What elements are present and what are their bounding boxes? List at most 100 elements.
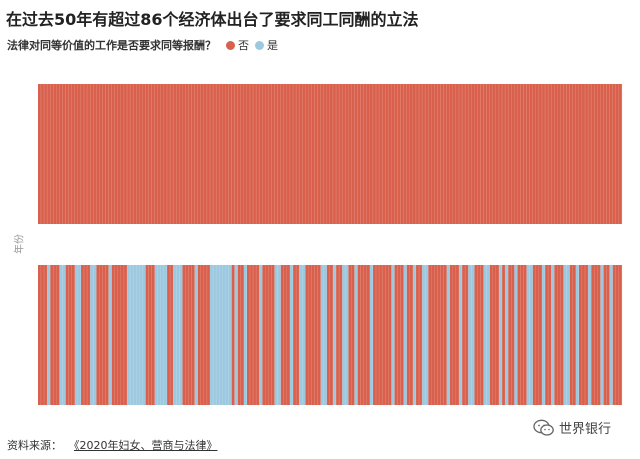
- heatmap-cell: [606, 265, 610, 405]
- heatmap-cell: [606, 84, 610, 224]
- heatmap-cell: [185, 84, 189, 224]
- heatmap-cell: [502, 84, 506, 224]
- heatmap-cell: [489, 265, 493, 405]
- heatmap-cell: [277, 265, 281, 405]
- heatmap-cell: [486, 84, 490, 224]
- heatmap-cell: [369, 265, 374, 405]
- heatmap-cell: [354, 84, 358, 224]
- heatmap-cell: [157, 84, 161, 224]
- heatmap-cell: [142, 265, 146, 405]
- heatmap-cell: [256, 265, 260, 405]
- heatmap-cell: [437, 84, 441, 224]
- heatmap-cell: [446, 84, 450, 224]
- heatmap-cell: [308, 84, 312, 224]
- heatmap-cell: [597, 84, 601, 224]
- heatmap-cell: [41, 84, 45, 224]
- heatmap-cell: [216, 265, 220, 405]
- heatmap-cell: [96, 84, 100, 224]
- heatmap-cell: [591, 84, 595, 224]
- heatmap-cell: [437, 265, 441, 405]
- legend-item-no[interactable]: 否: [226, 37, 249, 53]
- heatmap-cell: [299, 265, 303, 405]
- heatmap-cell: [38, 84, 42, 224]
- heatmap-cell: [290, 265, 294, 405]
- heatmap-cell: [609, 84, 613, 224]
- heatmap-cell: [394, 265, 398, 405]
- heatmap-cell: [588, 265, 592, 405]
- heatmap-cell: [578, 84, 583, 224]
- heatmap-cell: [247, 265, 251, 405]
- heatmap-cell: [539, 84, 543, 224]
- heatmap-cell: [594, 84, 598, 224]
- heatmap-cell: [96, 265, 100, 405]
- heatmap-cell: [563, 84, 567, 224]
- heatmap-cell: [434, 265, 438, 405]
- heatmap-cell: [299, 84, 303, 224]
- heatmap-cell: [508, 84, 512, 224]
- heatmap-cell: [317, 84, 321, 224]
- heatmap-cell: [594, 265, 598, 405]
- heatmap-cell: [105, 265, 109, 405]
- heatmap-cell: [99, 265, 103, 405]
- heatmap-cell: [425, 265, 429, 405]
- source-link[interactable]: 《2020年妇女、营商与法律》: [74, 439, 218, 452]
- heatmap-cell: [200, 265, 205, 405]
- heatmap-cell: [474, 265, 478, 405]
- heatmap-cell: [237, 84, 241, 224]
- heatmap-cell: [53, 265, 57, 405]
- heatmap-cell: [477, 265, 481, 405]
- source-label: 资料来源：: [7, 439, 62, 452]
- heatmap-cell: [213, 265, 217, 405]
- heatmap-cell: [339, 84, 343, 224]
- heatmap-cell: [188, 84, 192, 224]
- heatmap-cell: [225, 84, 229, 224]
- heatmap-cell: [44, 265, 48, 405]
- heatmap-cell: [207, 84, 211, 224]
- heatmap-cell: [563, 265, 567, 405]
- heatmap-cell: [124, 265, 128, 405]
- heatmap-cell: [502, 265, 506, 405]
- legend-swatch-yes: [255, 40, 264, 50]
- brand-name: 世界银行: [559, 422, 612, 437]
- heatmap-cell: [462, 265, 466, 405]
- heatmap-cell: [213, 84, 217, 224]
- legend-label-yes: 是: [267, 39, 278, 52]
- heatmap-cell: [210, 265, 214, 405]
- heatmap-cell: [99, 84, 103, 224]
- heatmap-cell: [240, 265, 244, 405]
- heatmap-cell: [139, 265, 143, 405]
- heatmap-cell: [286, 84, 291, 224]
- heatmap-cell: [471, 265, 475, 405]
- heatmap-cell: [434, 84, 438, 224]
- heatmap-cell: [428, 84, 432, 224]
- heatmap-row-1: [38, 84, 623, 224]
- heatmap-cell: [108, 84, 112, 224]
- heatmap-cell: [296, 265, 300, 405]
- heatmap-cell: [62, 84, 66, 224]
- heatmap-cell: [348, 84, 352, 224]
- heatmap-cell: [302, 84, 306, 224]
- heatmap-cell: [240, 84, 244, 224]
- heatmap-cell: [560, 84, 564, 224]
- heatmap-cell: [330, 84, 334, 224]
- heatmap-cell: [280, 265, 284, 405]
- heatmap-cell: [68, 84, 72, 224]
- heatmap-cell: [609, 265, 613, 405]
- heatmap-cell: [366, 84, 370, 224]
- heatmap-cell: [234, 84, 238, 224]
- heatmap-cell: [336, 84, 340, 224]
- heatmap-cell: [431, 265, 435, 405]
- heatmap-cell: [409, 84, 414, 224]
- heatmap-cell: [351, 265, 355, 405]
- heatmap-cell: [569, 265, 573, 405]
- heatmap-cell: [231, 265, 235, 405]
- heatmap-cell: [517, 265, 521, 405]
- heatmap-cell: [114, 84, 118, 224]
- heatmap-cell: [612, 84, 616, 224]
- heatmap-cell: [566, 84, 570, 224]
- heatmap-cell: [265, 265, 269, 405]
- heatmap-cell: [483, 265, 487, 405]
- legend-item-yes[interactable]: 是: [255, 37, 278, 53]
- heatmap-cell: [120, 84, 125, 224]
